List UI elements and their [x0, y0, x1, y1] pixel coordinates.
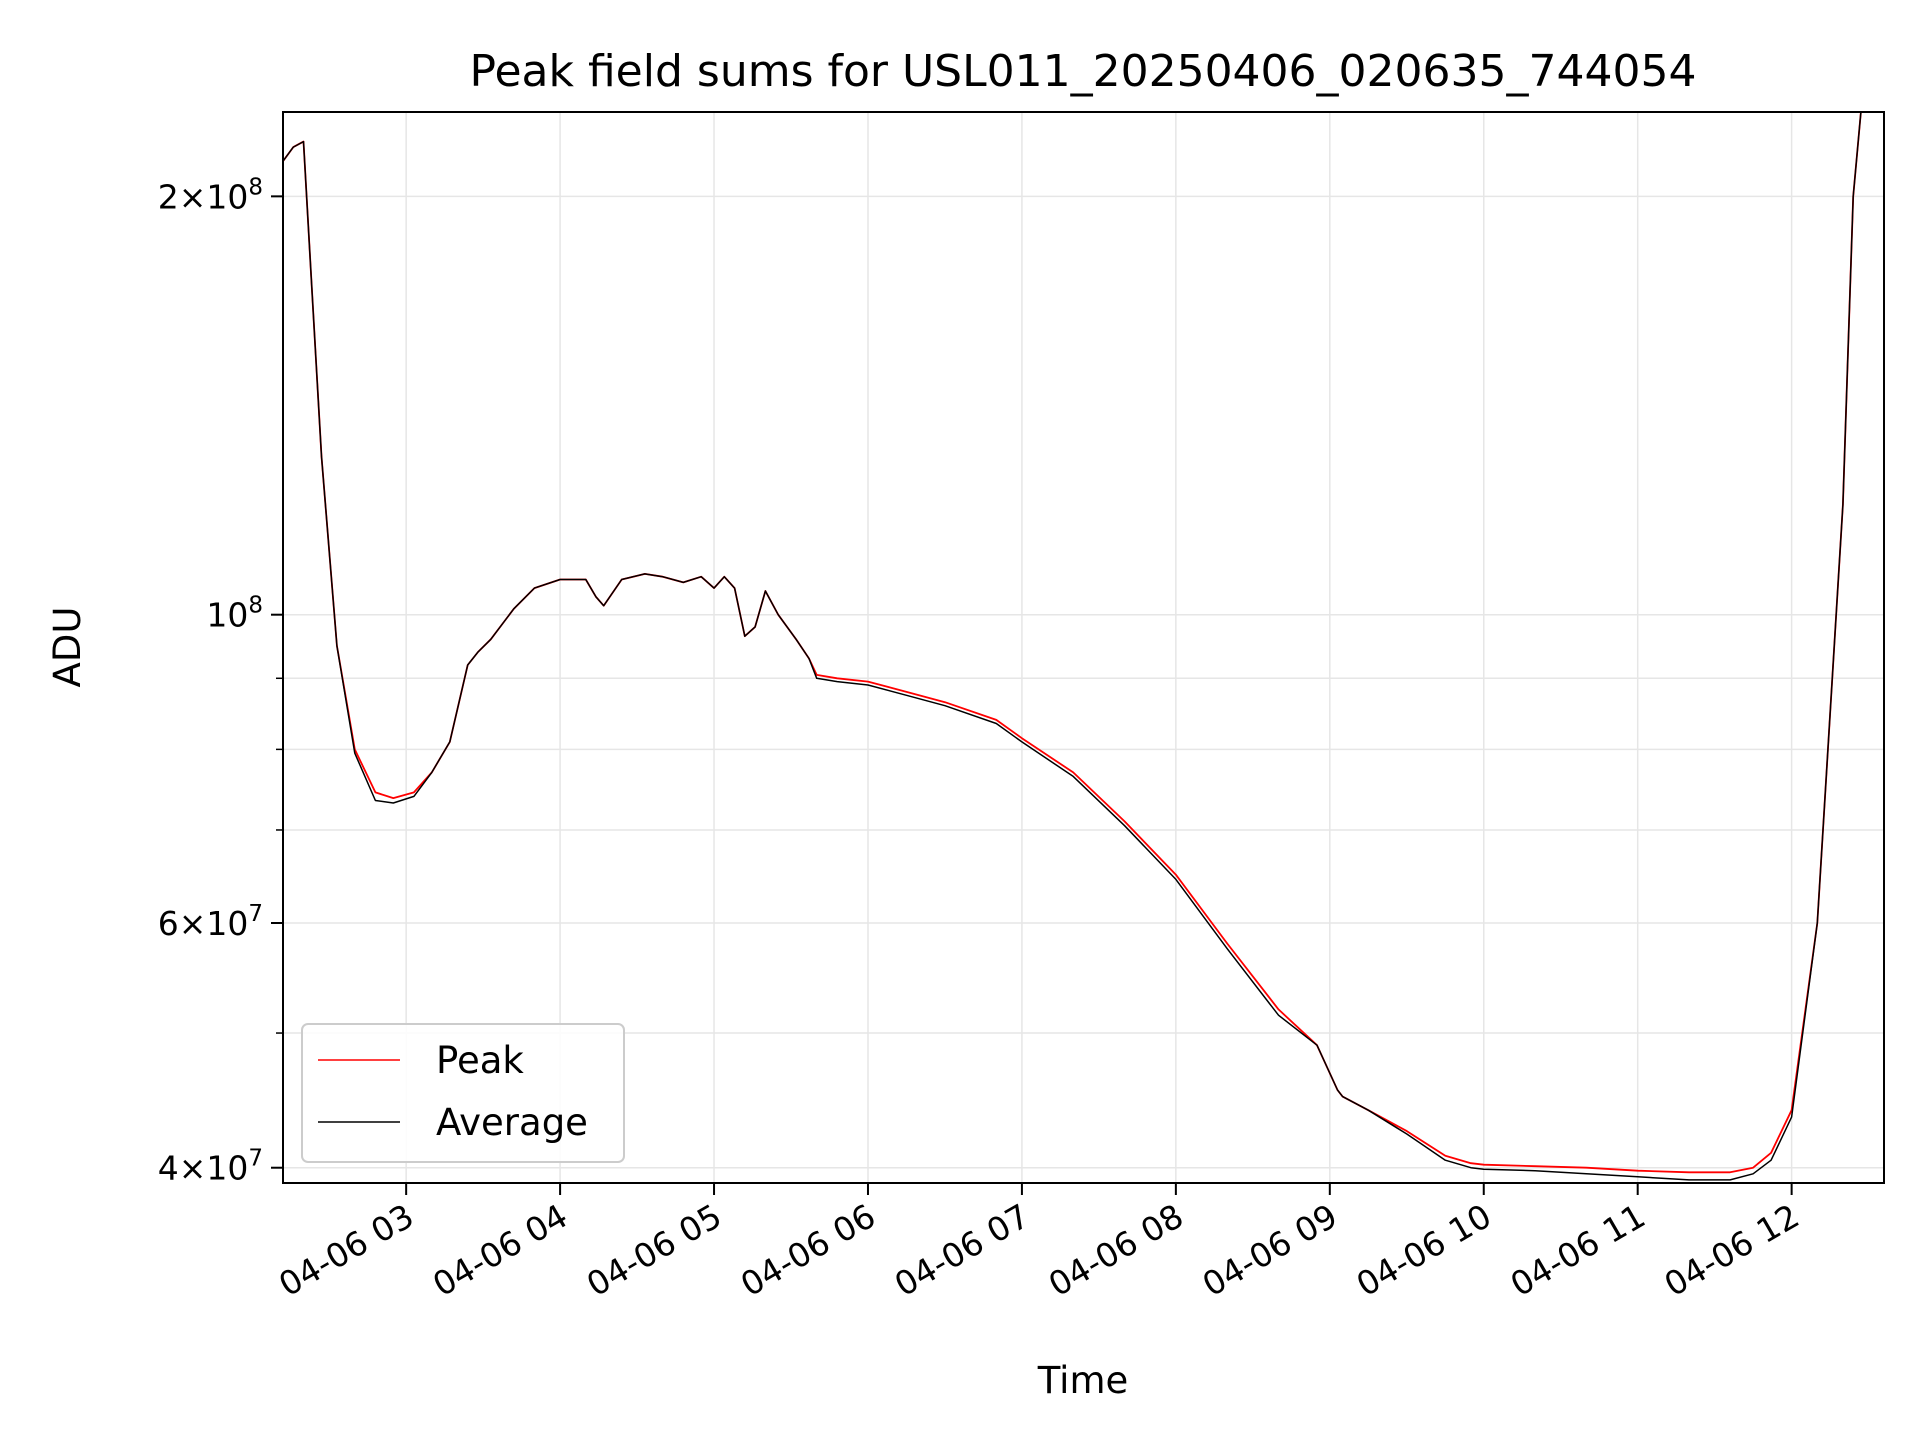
y-tick-mantissa: 4 — [158, 1149, 179, 1188]
y-tick-times: ×10 — [179, 1149, 249, 1188]
plot-frame — [282, 111, 1885, 1184]
y-tick-label: 2×108 — [158, 174, 263, 216]
y-axis-label: ADU — [46, 607, 89, 688]
y-tick-label: 4×107 — [158, 1146, 263, 1188]
y-tick-label: 6×107 — [158, 901, 263, 943]
series-line-average — [283, 112, 1884, 1181]
legend-label-average: Average — [436, 1101, 588, 1144]
chart-title: Peak field sums for USL011_20250406_0206… — [470, 46, 1697, 97]
series-layer — [283, 112, 1884, 1181]
y-tick-base: 10 — [206, 596, 248, 635]
y-tick-exponent: 8 — [248, 174, 263, 200]
y-tick-times: ×10 — [179, 904, 249, 943]
legend: Peak Average — [301, 1023, 625, 1163]
y-tick-exponent: 7 — [248, 901, 263, 927]
y-tick-mantissa: 6 — [158, 904, 179, 943]
legend-box — [301, 1023, 625, 1163]
x-axis-label: Time — [1037, 1359, 1129, 1402]
y-tick-exponent: 8 — [248, 593, 263, 619]
y-tick-times: ×10 — [179, 177, 249, 216]
legend-label-peak: Peak — [436, 1039, 524, 1082]
y-tick-exponent: 7 — [248, 1146, 263, 1172]
grid — [283, 112, 1884, 1183]
y-tick-mantissa: 2 — [158, 177, 179, 216]
y-tick-label: 108 — [206, 593, 263, 635]
